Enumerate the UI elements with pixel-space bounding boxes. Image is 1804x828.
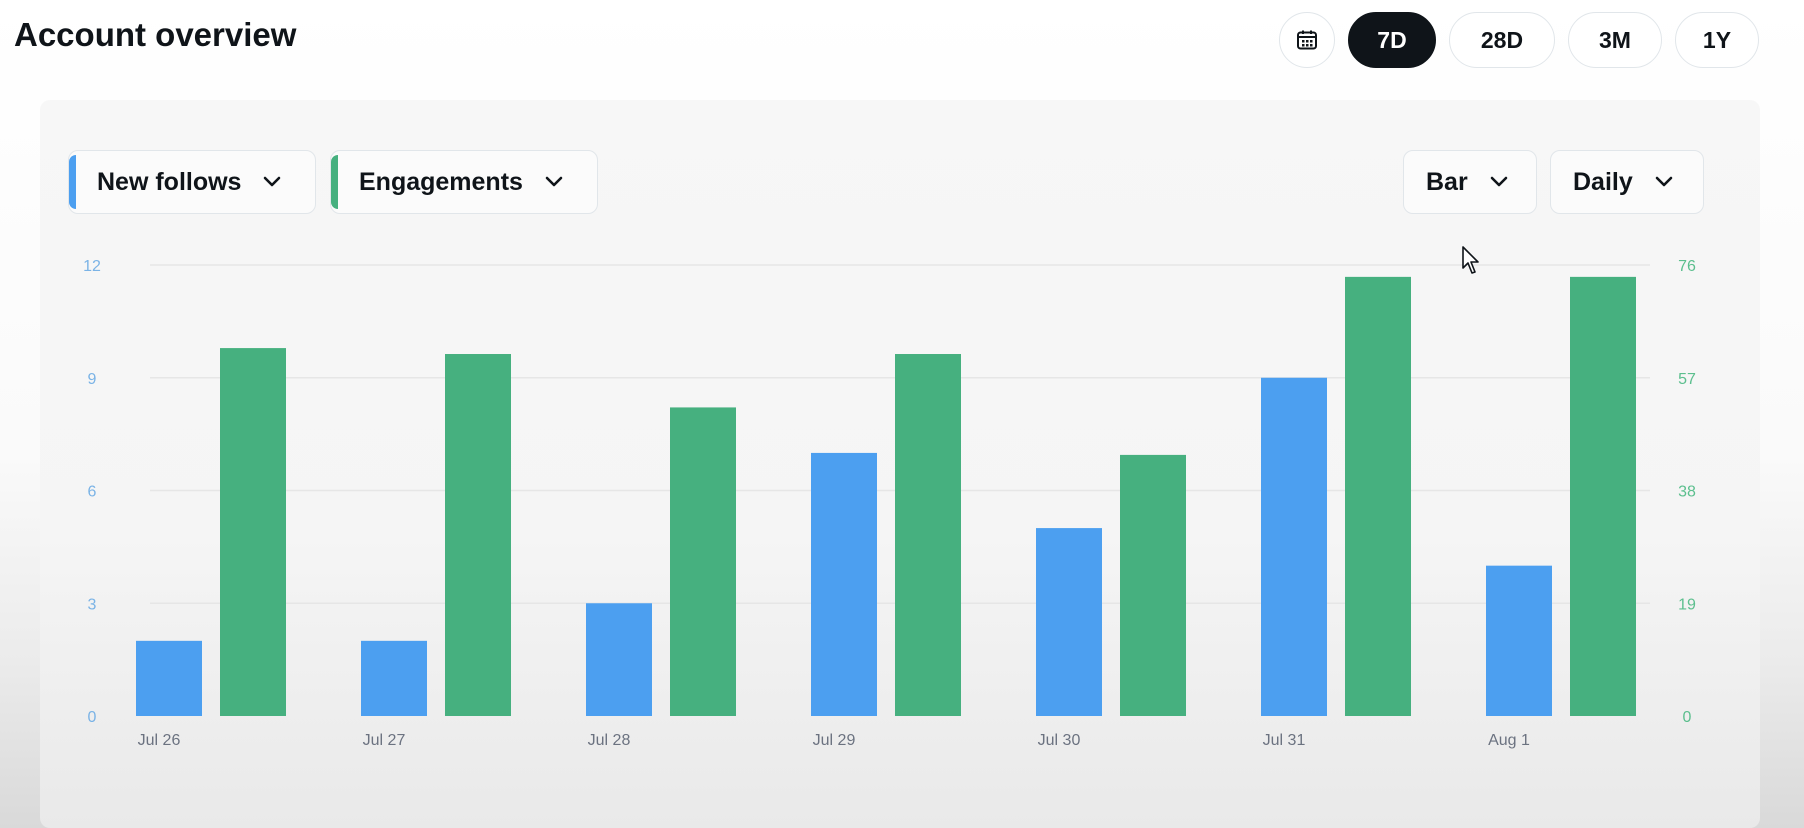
engagements-bar: [895, 354, 961, 716]
new-follows-bar: [136, 640, 202, 716]
x-tick-label: Jul 28: [588, 732, 631, 749]
range-3m-button[interactable]: 3M: [1568, 12, 1662, 68]
series-color-marker: [331, 155, 338, 209]
y-right-tick-label: 38: [1678, 484, 1696, 501]
new-follows-bar: [1261, 377, 1327, 716]
calendar-button[interactable]: [1279, 12, 1335, 68]
engagements-bar: [220, 348, 286, 716]
new-follows-bar: [586, 603, 652, 716]
y-left-tick-label: 9: [88, 371, 97, 388]
chevron-down-icon: [545, 176, 563, 187]
engagements-bar: [670, 407, 736, 716]
y-left-tick-label: 12: [83, 258, 101, 275]
date-range-selector: 7D 28D 3M 1Y: [1279, 12, 1759, 68]
y-left-tick-label: 0: [88, 709, 97, 726]
new-follows-metric-dropdown[interactable]: New follows: [68, 150, 316, 214]
chevron-down-icon: [264, 176, 281, 187]
engagements-metric-dropdown[interactable]: Engagements: [330, 150, 598, 214]
dropdown-label: New follows: [97, 167, 242, 196]
new-follows-bar: [361, 640, 427, 716]
range-28d-button[interactable]: 28D: [1449, 12, 1555, 68]
interval-dropdown[interactable]: Daily: [1550, 150, 1704, 214]
y-left-tick-label: 6: [88, 484, 97, 501]
dropdown-label: Engagements: [359, 167, 523, 196]
engagements-bar: [1120, 454, 1186, 716]
y-right-tick-label: 0: [1683, 709, 1692, 726]
calendar-icon: [1297, 30, 1317, 50]
engagements-bar: [445, 354, 511, 716]
x-tick-label: Jul 31: [1263, 732, 1306, 749]
x-tick-label: Jul 26: [138, 732, 181, 749]
range-1y-button[interactable]: 1Y: [1675, 12, 1759, 68]
range-7d-button[interactable]: 7D: [1348, 12, 1436, 68]
y-right-tick-label: 57: [1678, 371, 1696, 388]
mouse-cursor-icon: [1462, 246, 1479, 274]
new-follows-bar: [1486, 565, 1552, 716]
y-right-tick-label: 76: [1678, 258, 1696, 275]
series-color-marker: [69, 155, 76, 209]
dropdown-label: Daily: [1573, 167, 1633, 196]
x-tick-label: Aug 1: [1488, 732, 1530, 749]
dropdown-label: Bar: [1426, 167, 1468, 196]
x-tick-label: Jul 29: [813, 732, 856, 749]
x-tick-label: Jul 27: [363, 732, 406, 749]
y-left-tick-label: 3: [88, 596, 97, 613]
page-title: Account overview: [14, 16, 297, 53]
chevron-down-icon: [1490, 176, 1507, 187]
chart-type-dropdown[interactable]: Bar: [1403, 150, 1537, 214]
new-follows-bar: [1036, 528, 1102, 716]
new-follows-bar: [811, 452, 877, 716]
x-tick-label: Jul 30: [1038, 732, 1081, 749]
engagements-bar: [1570, 276, 1636, 716]
y-right-tick-label: 19: [1678, 596, 1696, 613]
chevron-down-icon: [1655, 176, 1673, 187]
engagements-bar: [1345, 276, 1411, 716]
